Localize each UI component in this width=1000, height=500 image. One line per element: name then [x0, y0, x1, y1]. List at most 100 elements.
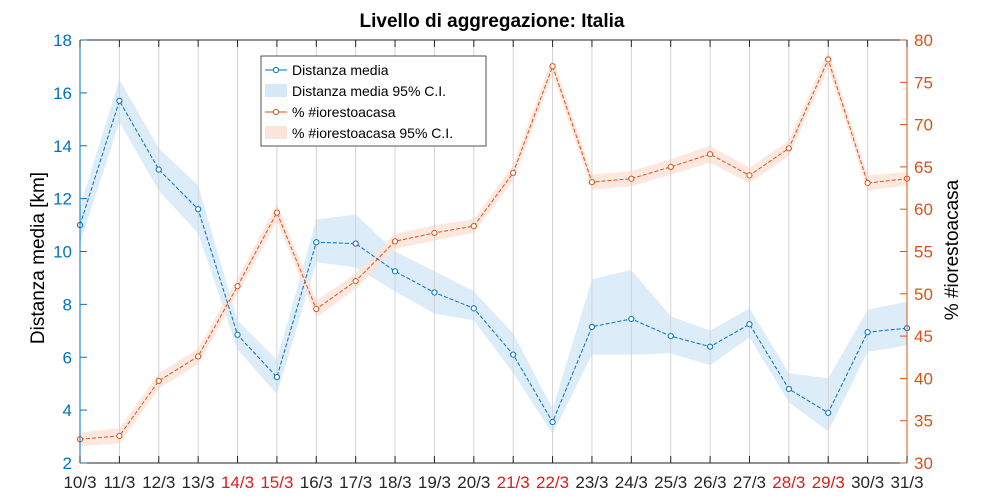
legend-label: % #iorestoacasa [292, 104, 396, 120]
y-tick-label-right: 40 [914, 369, 933, 388]
x-tick-label: 24/3 [615, 473, 648, 492]
data-point [470, 223, 477, 230]
x-tick-label: 14/3 [221, 473, 254, 492]
data-point [391, 238, 399, 245]
y-tick-label-right: 35 [914, 412, 933, 431]
x-tick-label: 17/3 [339, 473, 372, 492]
x-tick-label: 27/3 [733, 473, 766, 492]
data-point [313, 239, 320, 246]
x-tick-label: 30/3 [851, 473, 884, 492]
data-point [785, 385, 792, 393]
y-tick-label-right: 60 [914, 200, 933, 219]
x-tick-label: 22/3 [536, 473, 569, 492]
y-tick-label-left: 4 [63, 401, 72, 420]
data-point [431, 289, 438, 296]
data-point [549, 63, 556, 70]
y-tick-label-left: 12 [53, 190, 72, 209]
data-point [510, 169, 517, 176]
series-line-distance [79, 99, 908, 424]
series-markers [76, 56, 911, 443]
ci-band-percent [80, 51, 907, 447]
data-point [195, 206, 202, 213]
data-point [667, 333, 674, 340]
data-point [628, 175, 635, 182]
y-tick-label-left: 8 [63, 295, 72, 314]
ci-band-distance [80, 79, 907, 434]
x-tick-label: 15/3 [260, 473, 293, 492]
data-point [273, 373, 281, 381]
x-tick-label: 12/3 [142, 473, 175, 492]
data-point [273, 209, 281, 216]
legend-label: % #iorestoacasa 95% C.I. [292, 125, 453, 141]
y-tick-label-right: 80 [914, 31, 933, 50]
legend-swatch-marker [272, 66, 280, 74]
y-tick-label-right: 70 [914, 116, 933, 135]
data-point [431, 229, 438, 236]
data-point [588, 179, 596, 186]
x-tick-label: 13/3 [182, 473, 215, 492]
legend-label: Distanza media 95% C.I. [292, 83, 446, 99]
x-tick-label: 19/3 [418, 473, 451, 492]
legend-box [260, 55, 487, 147]
x-tick-label: 29/3 [812, 473, 845, 492]
data-point [825, 409, 832, 416]
legend-label: Distanza media [292, 62, 389, 78]
data-point [864, 179, 871, 187]
data-point [195, 353, 202, 360]
y-tick-label-right: 50 [914, 285, 933, 304]
legend-swatch [265, 126, 287, 139]
y-tick-label-left: 16 [53, 84, 72, 103]
x-tick-label: 20/3 [457, 473, 490, 492]
data-point [706, 343, 714, 350]
x-tick-label: 21/3 [497, 473, 530, 492]
x-tick-label: 26/3 [694, 473, 727, 492]
y-tick-label-left: 10 [53, 243, 72, 262]
y-axis-label-right: % #iorestoacasa [942, 179, 963, 320]
series-lines [79, 58, 908, 440]
x-tick-label: 16/3 [300, 473, 333, 492]
series-line-percent [79, 58, 908, 440]
data-point [588, 323, 596, 330]
legend-swatch-marker [272, 108, 280, 116]
data-point [116, 97, 123, 104]
data-point [864, 329, 871, 336]
data-point [313, 305, 320, 313]
data-point [352, 278, 359, 285]
data-point [785, 145, 792, 152]
y-tick-label-left: 18 [53, 31, 72, 50]
y-tick-label-right: 30 [914, 454, 933, 473]
y-tick-label-right: 75 [914, 73, 933, 92]
legend: Distanza media Distanza media 95% C.I. % #… [260, 55, 487, 147]
data-point [234, 283, 241, 290]
x-tick-label: 11/3 [103, 473, 135, 492]
legend-swatch [265, 84, 287, 97]
data-point [155, 166, 162, 173]
data-point [116, 432, 123, 440]
y-tick-label-left: 2 [63, 454, 72, 473]
vertical-grid [79, 40, 908, 463]
y-tick-label-left: 14 [53, 137, 72, 156]
x-tick-label: 18/3 [379, 473, 412, 492]
data-point [155, 377, 162, 385]
data-point [628, 315, 635, 323]
data-point [549, 418, 556, 426]
data-point [470, 305, 477, 312]
x-tick-label: 10/3 [63, 473, 96, 492]
data-point [746, 321, 753, 328]
x-tick-label: 31/3 [890, 473, 923, 492]
data-point [746, 172, 753, 179]
chart-title: Livello di aggregazione: Italia [360, 11, 625, 32]
data-point [391, 268, 399, 275]
y-tick-label-left: 6 [63, 348, 72, 367]
confidence-bands [80, 51, 907, 447]
y-tick-label-right: 65 [914, 158, 933, 177]
y-axis-label-left: Distanza media [km] [28, 172, 49, 344]
data-point [352, 240, 359, 247]
data-point [667, 163, 674, 170]
data-point [706, 151, 714, 158]
x-tick-label: 23/3 [575, 473, 608, 492]
y-tick-label-right: 45 [914, 327, 933, 346]
y-tick-label-right: 55 [914, 243, 933, 262]
x-tick-label: 28/3 [772, 473, 805, 492]
